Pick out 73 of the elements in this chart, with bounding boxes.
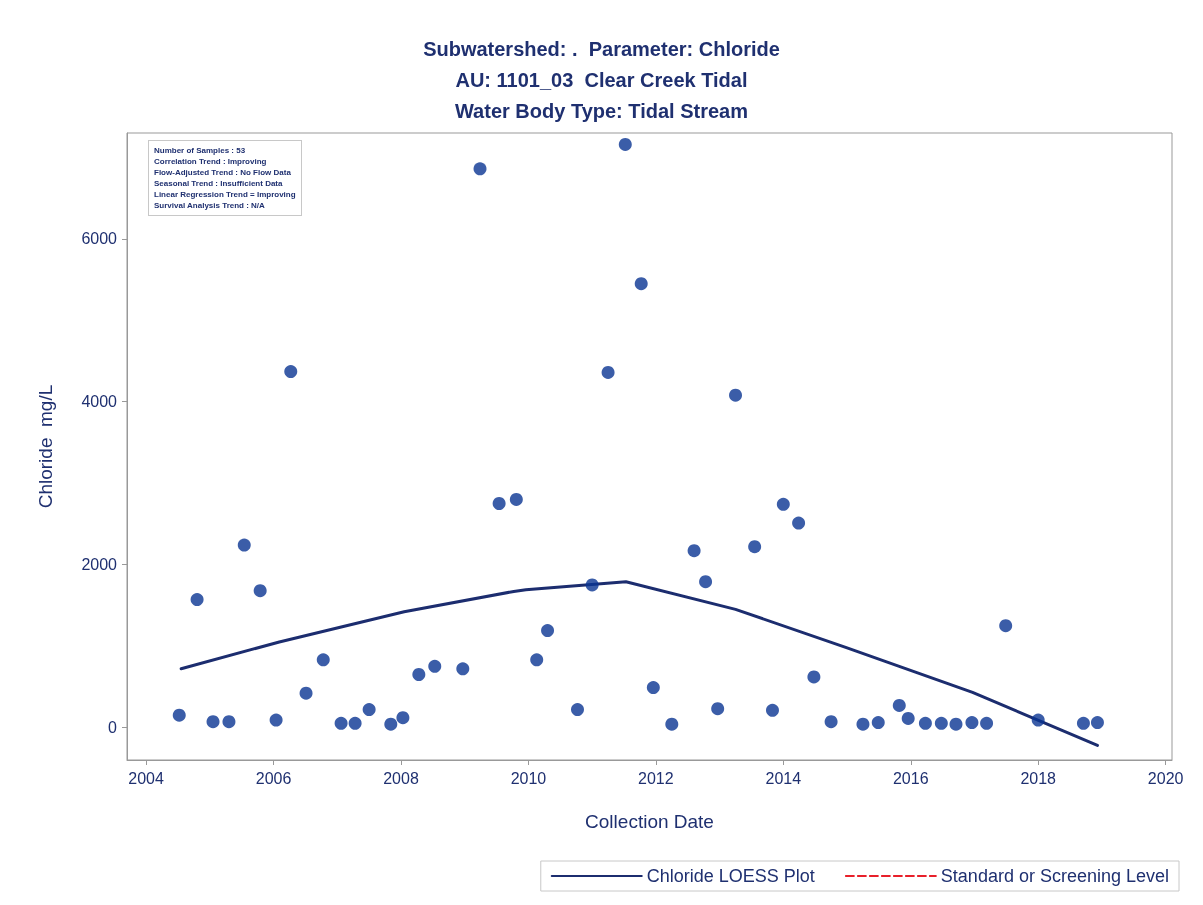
- point: [541, 624, 555, 638]
- x-tick-label: 2008: [383, 769, 419, 787]
- point: [334, 716, 348, 730]
- x-tick-label: 2010: [510, 769, 547, 787]
- point: [1031, 713, 1045, 727]
- y-tick-label: 4000: [81, 393, 118, 411]
- x-tick-label: 2014: [765, 769, 802, 787]
- y-tick-label: 2000: [81, 556, 118, 574]
- point: [299, 686, 313, 700]
- point: [776, 497, 790, 511]
- point: [412, 668, 426, 681]
- point: [765, 703, 779, 717]
- point: [222, 715, 236, 729]
- point: [618, 137, 632, 151]
- point: [473, 162, 487, 176]
- point: [807, 670, 821, 684]
- point: [634, 277, 648, 291]
- y-tick-label: 0: [108, 718, 118, 736]
- point: [792, 516, 806, 530]
- point: [253, 584, 267, 598]
- point: [824, 715, 838, 729]
- y-axis-title: Chloride mg/L: [35, 384, 56, 509]
- point: [980, 716, 994, 730]
- point: [965, 716, 979, 730]
- point: [687, 544, 701, 558]
- point: [509, 492, 523, 506]
- point: [892, 698, 906, 712]
- point: [206, 715, 220, 729]
- point: [748, 540, 762, 554]
- point: [571, 703, 584, 717]
- point: [999, 619, 1013, 633]
- point: [601, 365, 615, 379]
- point: [269, 713, 283, 727]
- point: [428, 659, 442, 673]
- point: [492, 497, 506, 510]
- point: [530, 653, 544, 667]
- x-tick-label: 2006: [255, 769, 292, 787]
- stats-text-box: Number of Samples : 53 Correlation Trend : Improving Flow-Adjusted Trend : No Flow Data Seasonal Trend : Insufficient Data Linear Regression Trend = Improving Survival Analysis Trend : N/A: [148, 140, 302, 216]
- point: [316, 653, 330, 667]
- x-tick-label: 2016: [892, 769, 929, 787]
- point: [711, 702, 725, 716]
- point: [384, 717, 398, 731]
- y-tick-label: 6000: [81, 230, 118, 248]
- chart-title: Subwatershed: . Parameter: Chloride AU: 1101_03 Clear Creek Tidal Water Body Type: Tidal Stream: [423, 37, 780, 122]
- point: [949, 717, 963, 731]
- point: [348, 716, 362, 730]
- legend-label: Standard or Screening Level: [940, 866, 1170, 886]
- point: [934, 716, 948, 730]
- legend-label: Chloride LOESS Plot: [646, 866, 815, 886]
- x-tick-label: 2020: [1147, 769, 1184, 787]
- point: [190, 593, 204, 607]
- point: [699, 575, 713, 589]
- point: [585, 578, 599, 592]
- line-series: [179, 580, 1099, 747]
- point: [871, 716, 885, 730]
- x-tick-label: 2012: [638, 769, 674, 787]
- point: [665, 717, 679, 731]
- x-axis-title: Collection Date: [585, 811, 714, 832]
- point: [901, 711, 915, 725]
- point: [456, 662, 470, 676]
- point: [172, 708, 186, 722]
- point: [729, 388, 743, 402]
- point: [646, 681, 660, 695]
- point: [918, 716, 932, 730]
- point: [284, 365, 298, 379]
- point: [237, 538, 251, 552]
- point: [1076, 716, 1090, 730]
- point: [396, 711, 410, 725]
- x-tick-label: 2018: [1020, 769, 1057, 787]
- point: [856, 717, 870, 731]
- x-tick-label: 2004: [128, 769, 165, 787]
- point: [362, 703, 376, 717]
- point: [1090, 716, 1104, 730]
